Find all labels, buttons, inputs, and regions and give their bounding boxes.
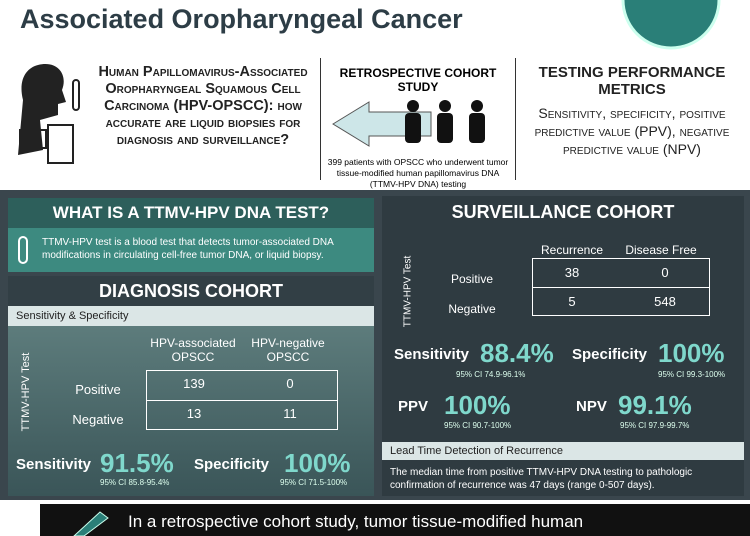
surveillance-title: Surveillance Cohort [451, 202, 675, 222]
row-label: Positive [75, 382, 121, 397]
stat-ci: 95% CI 71.5-100% [280, 478, 348, 487]
tube-icon [18, 236, 28, 264]
table-cell: 38 [564, 265, 580, 280]
table-cell: 0 [286, 376, 294, 391]
ttmv-description: TTMV-HPV test is a blood test that detec… [42, 237, 334, 261]
footer-icon [73, 511, 109, 536]
footer: In a retrospective cohort study, tumor t… [40, 504, 750, 536]
lead-time-text: The median time from positive TTMV-HPV D… [390, 467, 693, 491]
stat-value: 100% [284, 448, 351, 478]
stat-label: Sensitivity [16, 456, 92, 473]
column-header: HPV-associated OPSCC [150, 336, 236, 364]
column-header: Disease Free [625, 243, 697, 257]
stat-label: NPV [576, 398, 607, 415]
metrics-title: Testing Performance Metrics [538, 64, 726, 98]
stat-value: 91.5% [100, 448, 174, 478]
table-cell: 139 [183, 376, 205, 391]
column-header: HPV-negative OPSCC [251, 336, 325, 364]
stat-label: Sensitivity [394, 346, 470, 363]
column-header: Recurrence [540, 243, 604, 257]
table-cell: 11 [283, 406, 297, 421]
axis-label: TTMV-HPV Test [402, 255, 414, 328]
stat-value: 100% [444, 390, 511, 420]
ttmv-title: What is a TTMV-HPV DNA test? [8, 198, 374, 228]
study-description: 399 patients with OPSCC who underwent tu… [327, 157, 509, 189]
table-cell: 0 [661, 265, 669, 280]
title: Associated Oropharyngeal Cancer [20, 4, 463, 34]
stat-label: Specificity [572, 346, 648, 363]
study-box: Retrospective Cohort Study 399 patients … [320, 58, 516, 189]
stat-value: 100% [658, 338, 725, 368]
surveillance-panel: Surveillance Cohort TTMV-HPV Test Recurr… [382, 196, 744, 496]
diagnosis-panel: TTMV-HPV Test HPV-associated OPSCC HPV-n… [8, 326, 374, 496]
metrics-description: Sensitivity, specificity, positive predi… [534, 105, 730, 157]
lead-time-title: Lead Time Detection of Recurrence [382, 442, 744, 460]
patient-icon [18, 64, 80, 164]
stat-value: 99.1% [618, 390, 692, 420]
row-label: Positive [450, 272, 494, 286]
logo [621, 0, 721, 50]
study-label: Retrospective Cohort Study [339, 66, 497, 94]
table-cell: 13 [186, 406, 202, 421]
intro-question: Human Papillomavirus-Associated Orophary… [98, 64, 308, 148]
row-label: Negative [448, 302, 496, 316]
stat-ci: 95% CI 74.9-96.1% [456, 370, 526, 379]
table-rule [532, 287, 710, 288]
table-rule [146, 400, 338, 401]
stat-value: 88.4% [480, 338, 554, 368]
stat-label: PPV [398, 398, 429, 415]
stat-ci: 95% CI 85.8-95.4% [100, 478, 170, 487]
stat-ci: 95% CI 90.7-100% [444, 421, 512, 430]
table-cell: 548 [654, 294, 676, 309]
axis-label: TTMV-HPV Test [20, 352, 32, 432]
stat-ci: 95% CI 97.9-99.7% [620, 421, 690, 430]
ttmv-box: TTMV-HPV test is a blood test that detec… [8, 228, 374, 272]
diagnosis-subtitle: Sensitivity & Specificity [8, 306, 374, 326]
diagnosis-title: Diagnosis Cohort [8, 276, 374, 306]
stat-label: Specificity [194, 456, 270, 473]
footer-text: In a retrospective cohort study, tumor t… [128, 512, 584, 531]
stat-ci: 95% CI 99.3-100% [658, 370, 726, 379]
table-cell: 5 [568, 294, 576, 309]
study-icon [332, 100, 485, 147]
row-label: Negative [72, 412, 124, 427]
